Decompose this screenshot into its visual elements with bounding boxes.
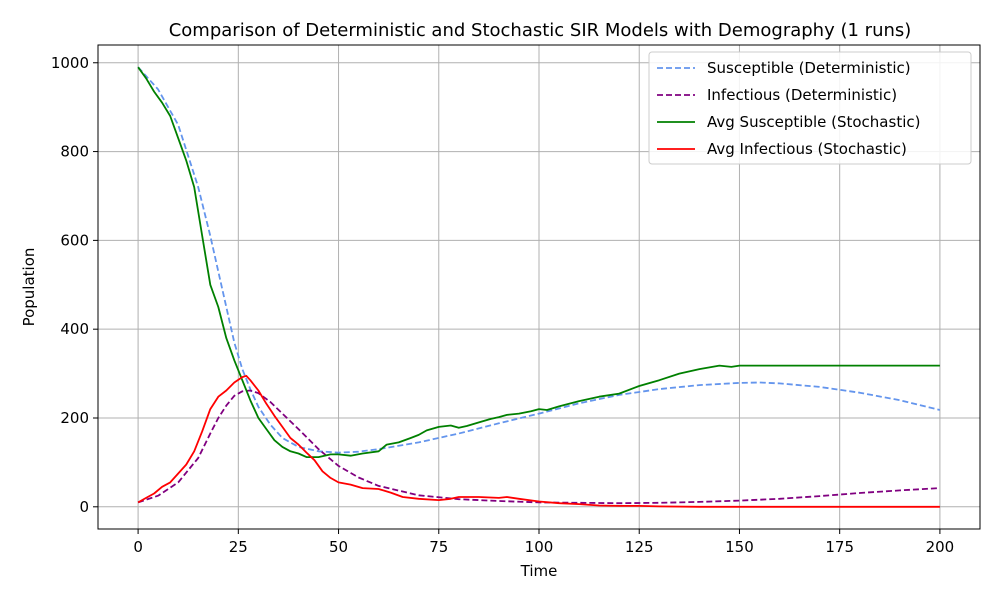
legend-label: Infectious (Deterministic) xyxy=(707,86,897,104)
x-tick-label: 200 xyxy=(926,538,955,556)
series-line-1 xyxy=(137,66,941,454)
y-tick-label: 800 xyxy=(60,143,89,161)
series-line-4 xyxy=(137,374,940,508)
x-tick-label: 150 xyxy=(725,538,754,556)
x-tick-label: 25 xyxy=(229,538,248,556)
legend-label: Avg Susceptible (Stochastic) xyxy=(707,113,920,131)
y-axis-label: Population xyxy=(20,248,38,327)
y-tick-label: 0 xyxy=(79,498,89,516)
x-tick-label: 0 xyxy=(133,538,143,556)
y-tick-label: 200 xyxy=(60,409,89,427)
axis-ticks: 0 25 50 75 100 125 150 175 200 0 200 400 600 800 1000 xyxy=(51,54,954,556)
y-tick-label: 600 xyxy=(60,231,89,249)
chart-title: Comparison of Deterministic and Stochast… xyxy=(169,20,912,41)
x-axis-label: Time xyxy=(520,562,558,580)
series-line-3 xyxy=(137,66,940,459)
legend-label: Avg Infectious (Stochastic) xyxy=(707,140,907,158)
x-tick-label: 100 xyxy=(525,538,554,556)
series-lines xyxy=(137,66,941,508)
legend-label: Susceptible (Deterministic) xyxy=(707,59,911,77)
legend-box xyxy=(648,51,972,165)
legend: Susceptible (Deterministic) Infectious (D… xyxy=(648,51,972,165)
x-tick-label: 50 xyxy=(329,538,348,556)
y-tick-label: 1000 xyxy=(51,54,89,72)
x-tick-label: 175 xyxy=(825,538,854,556)
y-tick-label: 400 xyxy=(60,320,89,338)
x-tick-label: 75 xyxy=(429,538,448,556)
x-tick-label: 125 xyxy=(625,538,654,556)
